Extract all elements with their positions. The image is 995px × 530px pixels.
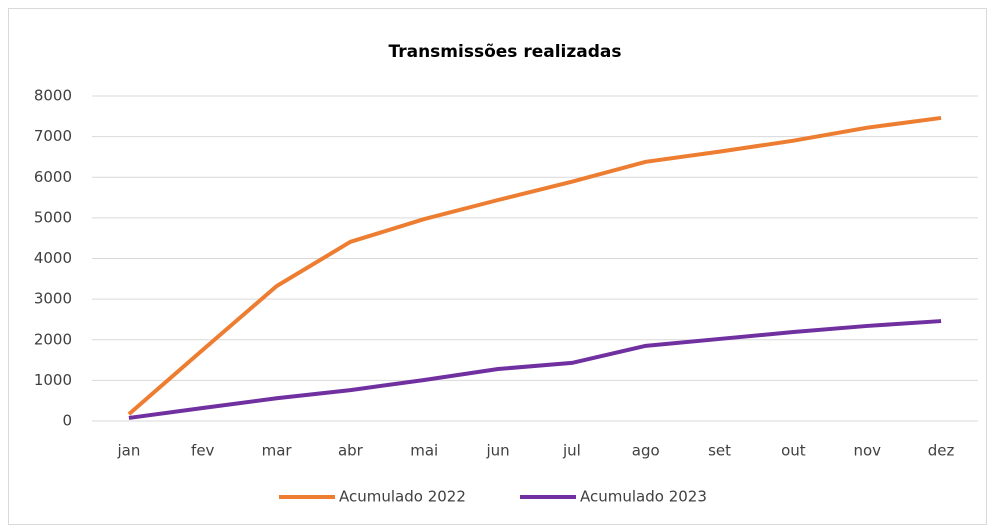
x-tick-label: dez bbox=[928, 442, 955, 460]
legend-label: Acumulado 2022 bbox=[339, 488, 466, 506]
x-tick-label: jan bbox=[116, 442, 140, 460]
x-tick-label: mar bbox=[262, 442, 293, 460]
y-tick-label: 2000 bbox=[34, 330, 72, 348]
x-tick-label: fev bbox=[191, 442, 215, 460]
y-tick-label: 6000 bbox=[34, 168, 72, 186]
series-line bbox=[127, 115, 942, 416]
chart-border bbox=[8, 8, 987, 525]
y-tick-label: 5000 bbox=[34, 208, 72, 226]
legend-label: Acumulado 2023 bbox=[580, 488, 707, 506]
x-tick-label: out bbox=[781, 442, 806, 460]
x-tick-label: mai bbox=[410, 442, 438, 460]
x-tick-label: ago bbox=[632, 442, 660, 460]
y-tick-label: 3000 bbox=[34, 290, 72, 308]
y-tick-label: 8000 bbox=[34, 87, 72, 105]
series-line bbox=[128, 319, 942, 420]
x-tick-label: abr bbox=[338, 442, 364, 460]
x-tick-label: jul bbox=[562, 442, 581, 460]
chart-title: Transmissões realizadas bbox=[389, 42, 622, 62]
x-tick-label: nov bbox=[853, 442, 881, 460]
y-tick-label: 1000 bbox=[34, 371, 72, 389]
y-tick-label: 4000 bbox=[34, 249, 72, 267]
x-tick-label: set bbox=[708, 442, 731, 460]
y-tick-label: 0 bbox=[62, 412, 72, 430]
y-tick-label: 7000 bbox=[34, 127, 72, 145]
x-tick-label: jun bbox=[485, 442, 509, 460]
